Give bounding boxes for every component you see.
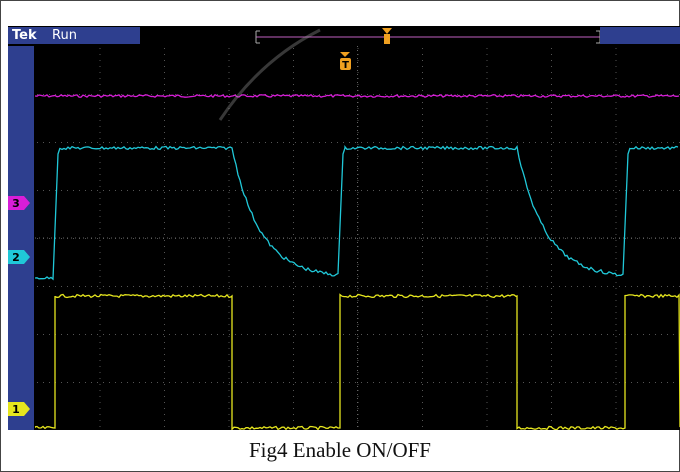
run-status: Run — [52, 28, 77, 43]
status-panel-right — [600, 27, 680, 44]
trigger-label: T — [342, 60, 349, 71]
trigger-position-icon — [384, 34, 390, 44]
graticule-grid — [35, 46, 680, 430]
ch3-marker-label: 3 — [12, 197, 20, 210]
status-badge: Tek Run — [8, 27, 140, 44]
ch2-marker-label: 2 — [12, 251, 20, 264]
channel-marker-strip — [8, 46, 34, 430]
ch1-trace — [35, 293, 680, 430]
ch3-marker: 3 — [8, 196, 30, 210]
trigger-marker: T — [340, 52, 351, 71]
trigger-arrow-icon — [340, 52, 350, 57]
waveform-traces — [35, 93, 680, 430]
ch1-marker-label: 1 — [12, 403, 20, 416]
ch1-marker: 1 — [8, 402, 30, 416]
brand-label: Tek — [12, 28, 37, 43]
status-bar: Tek Run — [8, 26, 680, 46]
ch2-marker: 2 — [8, 250, 30, 264]
waveform-display: T — [35, 46, 680, 430]
record-view-bar — [255, 28, 601, 44]
figure-caption: Fig4 Enable ON/OFF — [248, 438, 431, 462]
channel-markers: 3 2 1 — [8, 196, 30, 416]
oscilloscope-screen: Tek Run T — [8, 26, 680, 430]
ch2-trace — [35, 144, 679, 281]
trigger-position-icon — [382, 28, 392, 34]
ch3-trace — [35, 93, 680, 99]
